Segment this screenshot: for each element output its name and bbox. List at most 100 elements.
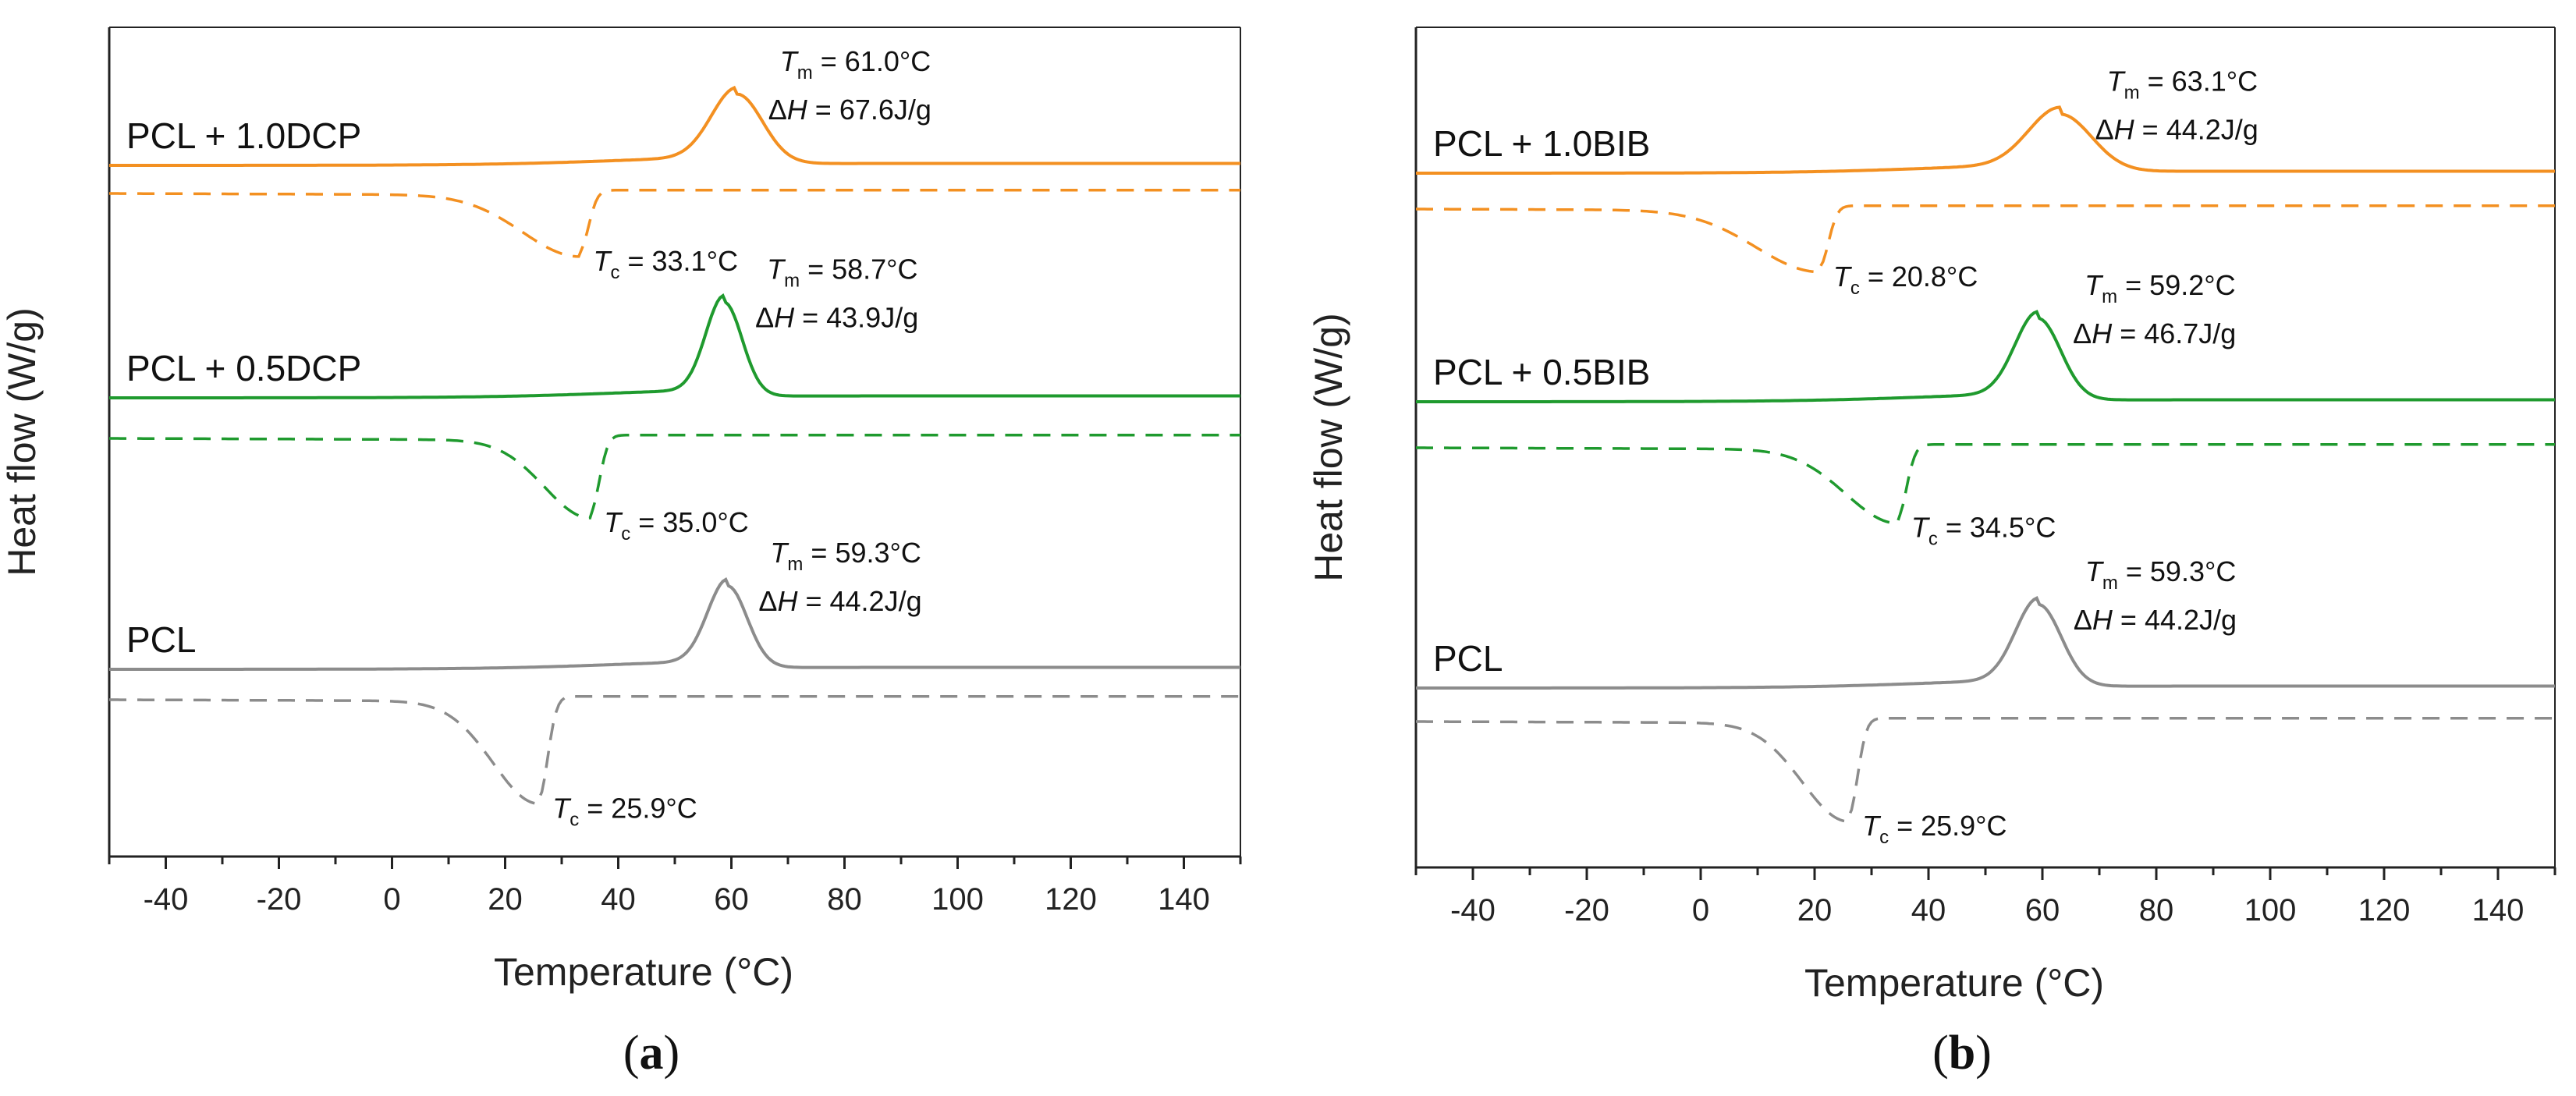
- x-tick-label: 40: [601, 882, 636, 917]
- dh-value: = 44.2J/g: [2134, 114, 2258, 146]
- tc-annotation-value: = 34.5°C: [1938, 512, 2056, 544]
- tm-annotation: Tm = 59.2°C: [2085, 269, 2236, 307]
- x-tick-label: -20: [257, 882, 302, 917]
- tc-annotation-subscript: c: [1850, 278, 1860, 299]
- x-tick-label: 80: [2139, 893, 2174, 928]
- tc-annotation: Tc = 33.1°C: [593, 245, 738, 283]
- tc-annotation-value: = 25.9°C: [1889, 810, 2007, 842]
- series-pcl-1-0dcp: PCL + 1.0DCP Tm = 61.0°C ΔH = 67.6J/g Tc = …: [109, 45, 1240, 283]
- dh-delta: Δ: [2073, 317, 2092, 349]
- x-tick-label: 0: [383, 882, 400, 917]
- x-tick-label: -20: [1564, 893, 1609, 928]
- tm-annotation: Tm = 61.0°C: [780, 45, 931, 83]
- curve-label: PCL + 1.0BIB: [1433, 123, 1650, 164]
- x-tick-label: 140: [2472, 893, 2525, 928]
- x-tick-label: 80: [827, 882, 862, 917]
- x-tick-label: 20: [1797, 893, 1833, 928]
- series-pcl-0-5bib: PCL + 0.5BIB Tm = 59.2°C ΔH = 46.7J/g Tc = …: [1416, 269, 2555, 550]
- chart-panel-b: -40 -20 0 20 40 60 80 100 120 140 Temperature (°C)…: [1307, 27, 2556, 1080]
- cooling-curve-line: [1416, 443, 2555, 525]
- panel-label-close: ): [664, 1027, 680, 1080]
- heating-curve-line: [1416, 596, 2555, 690]
- tm-annotation-symbol: T: [2107, 66, 2127, 98]
- panel-label-letter: a: [640, 1027, 664, 1080]
- dh-value: = 46.7J/g: [2112, 317, 2236, 349]
- tm-annotation-value: = 58.7°C: [800, 253, 918, 285]
- x-tick-label: 20: [488, 882, 523, 917]
- tm-annotation: Tm = 58.7°C: [767, 253, 917, 291]
- dh-delta: Δ: [768, 94, 787, 126]
- tc-annotation-symbol: T: [552, 792, 572, 824]
- tc-annotation-symbol: T: [604, 506, 623, 538]
- dh-symbol: H: [2092, 604, 2113, 636]
- dh-symbol: H: [774, 301, 795, 333]
- dh-annotation: ΔH = 67.6J/g: [768, 94, 931, 126]
- y-axis-title: Heat flow (W/g): [0, 307, 44, 576]
- series-pcl: PCL Tm = 59.3°C ΔH = 44.2J/g Tc = 25.9°C: [1416, 555, 2555, 848]
- curve-label: PCL: [126, 619, 196, 660]
- x-tick-label: 40: [1911, 893, 1946, 928]
- tc-annotation-value: = 20.8°C: [1860, 261, 1978, 293]
- tc-annotation: Tc = 25.9°C: [1862, 810, 2007, 848]
- tm-annotation-subscript: m: [2102, 286, 2117, 307]
- dh-symbol: H: [2114, 114, 2135, 146]
- tm-annotation: Tm = 63.1°C: [2107, 66, 2258, 104]
- tm-annotation-value: = 59.2°C: [2117, 269, 2236, 301]
- x-tick-label: -40: [144, 882, 189, 917]
- tc-annotation-symbol: T: [593, 245, 612, 277]
- dh-delta: Δ: [2095, 114, 2114, 146]
- tc-annotation-value: = 35.0°C: [630, 506, 749, 538]
- tm-annotation-symbol: T: [2085, 269, 2104, 301]
- tm-annotation: Tm = 59.3°C: [770, 537, 921, 575]
- curve-label: PCL + 0.5DCP: [126, 348, 361, 388]
- tm-annotation-subscript: m: [797, 62, 813, 83]
- tc-annotation: Tc = 34.5°C: [1911, 512, 2056, 550]
- cooling-curve-line: [1416, 204, 2555, 274]
- x-tick-label: -40: [1450, 893, 1496, 928]
- panel-label-close: ): [1975, 1027, 1992, 1080]
- tm-annotation-value: = 63.1°C: [2140, 66, 2258, 98]
- cooling-curve-line: [109, 695, 1240, 806]
- tm-annotation-value: = 61.0°C: [813, 45, 931, 77]
- dh-value: = 43.9J/g: [794, 301, 918, 333]
- dh-annotation: ΔH = 43.9J/g: [755, 301, 918, 333]
- tm-annotation-symbol: T: [767, 253, 786, 285]
- tm-annotation-symbol: T: [2085, 555, 2105, 587]
- tm-annotation-subscript: m: [787, 554, 803, 575]
- cooling-curve-line: [1416, 717, 2555, 823]
- x-tick-label: 60: [2025, 893, 2060, 928]
- tc-annotation-symbol: T: [1862, 810, 1882, 842]
- chart-panel-a: -40 -20 0 20 40 60 80 100 120 140 Temperature (°C)…: [0, 27, 1242, 1080]
- x-tick-label: 120: [1045, 882, 1097, 917]
- dh-value: = 67.6J/g: [807, 94, 931, 126]
- dh-delta: Δ: [755, 301, 774, 333]
- x-tick-label: 100: [931, 882, 984, 917]
- curve-label: PCL: [1433, 638, 1503, 679]
- tc-annotation-subscript: c: [1928, 529, 1938, 550]
- dh-value: = 44.2J/g: [2113, 604, 2237, 636]
- curve-label: PCL + 0.5BIB: [1433, 352, 1650, 392]
- tm-annotation: Tm = 59.3°C: [2085, 555, 2237, 594]
- dh-symbol: H: [787, 94, 808, 126]
- x-tick-label: 140: [1158, 882, 1210, 917]
- panel-label: (b): [1932, 1027, 1992, 1080]
- tm-annotation-subscript: m: [2102, 573, 2118, 594]
- x-axis-title: Temperature (°C): [494, 950, 793, 994]
- curve-label: PCL + 1.0DCP: [126, 115, 361, 156]
- dh-delta: Δ: [758, 585, 777, 617]
- tm-annotation-value: = 59.3°C: [2118, 555, 2237, 587]
- x-tick-label: 0: [1692, 893, 1709, 928]
- tc-annotation-subscript: c: [621, 523, 630, 544]
- dh-annotation: ΔH = 46.7J/g: [2073, 317, 2236, 349]
- tc-annotation-value: = 33.1°C: [619, 245, 738, 277]
- tc-annotation-subscript: c: [610, 262, 619, 283]
- tc-annotation-symbol: T: [1911, 512, 1931, 544]
- tc-annotation-subscript: c: [569, 809, 579, 830]
- dh-value: = 44.2J/g: [797, 585, 921, 617]
- panel-label-open: (: [1932, 1027, 1949, 1080]
- dh-delta: Δ: [2074, 604, 2092, 636]
- dh-annotation: ΔH = 44.2J/g: [758, 585, 921, 617]
